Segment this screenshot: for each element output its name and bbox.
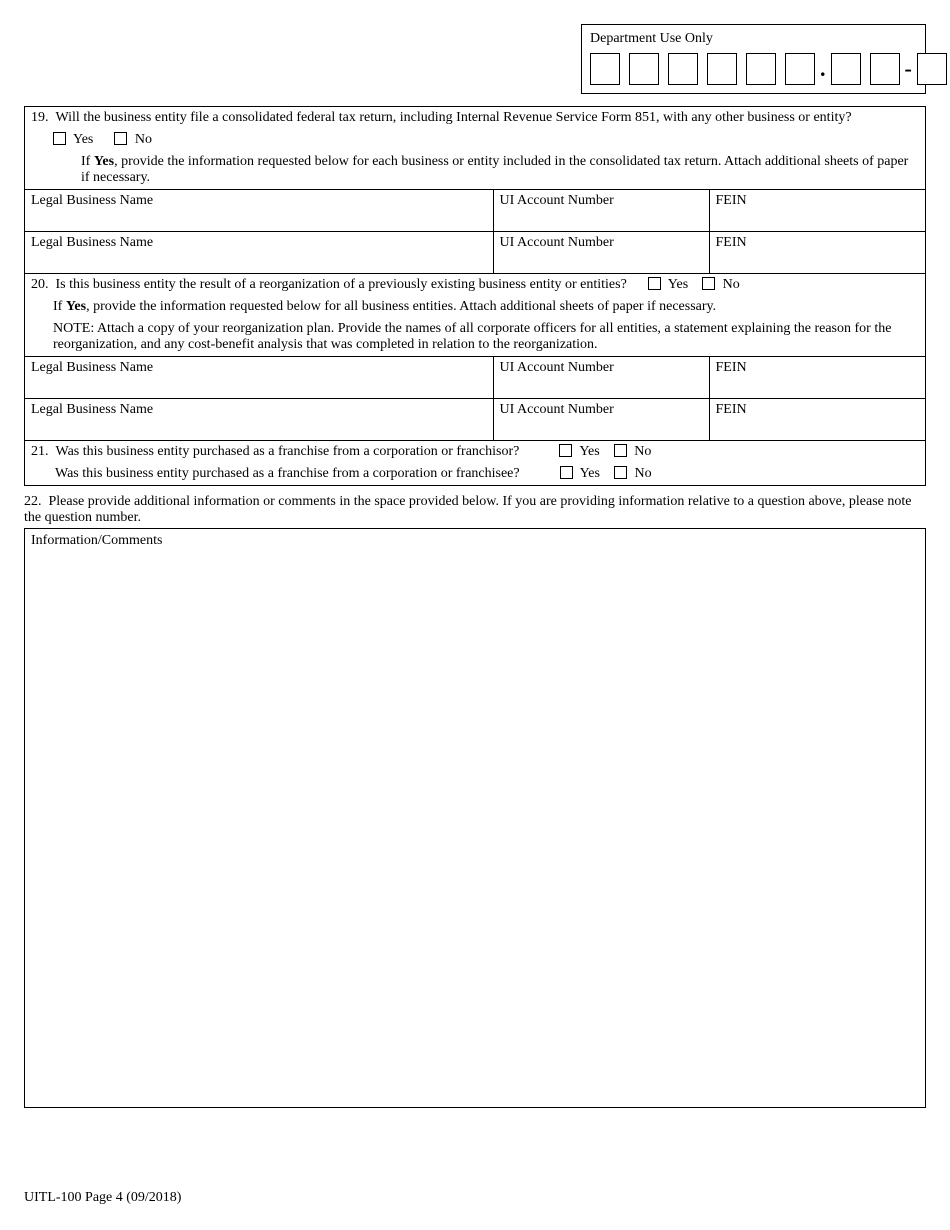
q21-line1-row: 21. Was this business entity purchased a… bbox=[25, 441, 925, 463]
q19-ifyes-bold: Yes bbox=[94, 154, 114, 169]
q22-number: 22. bbox=[24, 494, 42, 509]
q20-ifyes-rest: , provide the information requested belo… bbox=[86, 299, 716, 314]
q20-ifyes-prefix: If bbox=[53, 299, 66, 314]
q20-question-row: 20. Is this business entity the result o… bbox=[25, 274, 925, 296]
q19-text: Will the business entity file a consolid… bbox=[56, 110, 852, 125]
q19-entity-table: Legal Business Name UI Account Number FE… bbox=[25, 189, 925, 274]
q20-row2-name[interactable]: Legal Business Name bbox=[25, 399, 493, 441]
digit-box[interactable] bbox=[707, 53, 737, 85]
table-row: Legal Business Name UI Account Number FE… bbox=[25, 190, 925, 232]
q19-no-label: No bbox=[135, 132, 152, 147]
dept-sep-dash: - bbox=[903, 56, 914, 82]
q21-number: 21. bbox=[31, 444, 49, 459]
dept-sep-dot: . bbox=[818, 56, 828, 82]
q21b-no-checkbox[interactable] bbox=[614, 466, 627, 479]
q19-ifyes-rest: , provide the information requested belo… bbox=[81, 154, 908, 185]
q20-no-checkbox[interactable] bbox=[702, 277, 715, 290]
q19-question: 19. Will the business entity file a cons… bbox=[25, 107, 925, 129]
q20-note: NOTE: Attach a copy of your reorganizati… bbox=[25, 318, 925, 356]
q20-no-label: No bbox=[723, 277, 740, 292]
q19-row2-fein[interactable]: FEIN bbox=[709, 232, 925, 274]
q22-section: 22. Please provide additional informatio… bbox=[24, 494, 926, 526]
q19-no-checkbox[interactable] bbox=[114, 132, 127, 145]
q19-number: 19. bbox=[31, 110, 49, 125]
q20-text: Is this business entity the result of a … bbox=[56, 277, 627, 292]
q19-yesno-row: Yes No bbox=[25, 129, 925, 151]
q20-row2-ui[interactable]: UI Account Number bbox=[493, 399, 709, 441]
q20-row1-name[interactable]: Legal Business Name bbox=[25, 357, 493, 399]
q21b-yes-label: Yes bbox=[580, 466, 600, 481]
q20-yes-label: Yes bbox=[668, 277, 688, 292]
q21b-yes-checkbox[interactable] bbox=[560, 466, 573, 479]
q21a-no-checkbox[interactable] bbox=[614, 444, 627, 457]
q19-section: 19. Will the business entity file a cons… bbox=[24, 106, 926, 486]
q19-row1-fein[interactable]: FEIN bbox=[709, 190, 925, 232]
digit-box[interactable] bbox=[917, 53, 947, 85]
digit-box[interactable] bbox=[590, 53, 620, 85]
q21a-no-label: No bbox=[634, 444, 651, 459]
dept-use-only-label: Department Use Only bbox=[590, 31, 917, 47]
q19-yes-label: Yes bbox=[73, 132, 93, 147]
table-row: Legal Business Name UI Account Number FE… bbox=[25, 232, 925, 274]
q21-line2: Was this business entity purchased as a … bbox=[55, 466, 520, 482]
digit-box[interactable] bbox=[629, 53, 659, 85]
q19-ifyes: If Yes, provide the information requeste… bbox=[25, 151, 925, 189]
dept-use-only-digits: . - bbox=[590, 53, 917, 85]
q21a-yes-checkbox[interactable] bbox=[559, 444, 572, 457]
digit-box[interactable] bbox=[831, 53, 861, 85]
q19-yes-checkbox[interactable] bbox=[53, 132, 66, 145]
q20-number: 20. bbox=[31, 277, 49, 292]
q20-row2-fein[interactable]: FEIN bbox=[709, 399, 925, 441]
q22-comments-box[interactable]: Information/Comments bbox=[24, 528, 926, 1108]
q19-ifyes-prefix: If bbox=[81, 154, 94, 169]
q20-row1-fein[interactable]: FEIN bbox=[709, 357, 925, 399]
q20-ifyes: If Yes, provide the information requeste… bbox=[25, 296, 925, 318]
digit-box[interactable] bbox=[668, 53, 698, 85]
digit-box[interactable] bbox=[746, 53, 776, 85]
q20-row1-ui[interactable]: UI Account Number bbox=[493, 357, 709, 399]
table-row: Legal Business Name UI Account Number FE… bbox=[25, 399, 925, 441]
q20-ifyes-bold: Yes bbox=[66, 299, 86, 314]
q21a-yes-label: Yes bbox=[579, 444, 599, 459]
dept-use-only-box: Department Use Only . - bbox=[581, 24, 926, 94]
digit-box[interactable] bbox=[870, 53, 900, 85]
page-footer: UITL-100 Page 4 (09/2018) bbox=[24, 1190, 181, 1206]
q22-text: Please provide additional information or… bbox=[24, 494, 911, 525]
q21-line2-row: Was this business entity purchased as a … bbox=[25, 463, 925, 485]
table-row: Legal Business Name UI Account Number FE… bbox=[25, 357, 925, 399]
q19-row2-name[interactable]: Legal Business Name bbox=[25, 232, 493, 274]
q19-row2-ui[interactable]: UI Account Number bbox=[493, 232, 709, 274]
q21b-no-label: No bbox=[634, 466, 651, 481]
q19-row1-ui[interactable]: UI Account Number bbox=[493, 190, 709, 232]
q22-box-label: Information/Comments bbox=[31, 533, 162, 548]
q19-row1-name[interactable]: Legal Business Name bbox=[25, 190, 493, 232]
digit-box[interactable] bbox=[785, 53, 815, 85]
q21-line1: Was this business entity purchased as a … bbox=[56, 444, 520, 459]
q20-entity-table: Legal Business Name UI Account Number FE… bbox=[25, 356, 925, 441]
q20-yes-checkbox[interactable] bbox=[648, 277, 661, 290]
